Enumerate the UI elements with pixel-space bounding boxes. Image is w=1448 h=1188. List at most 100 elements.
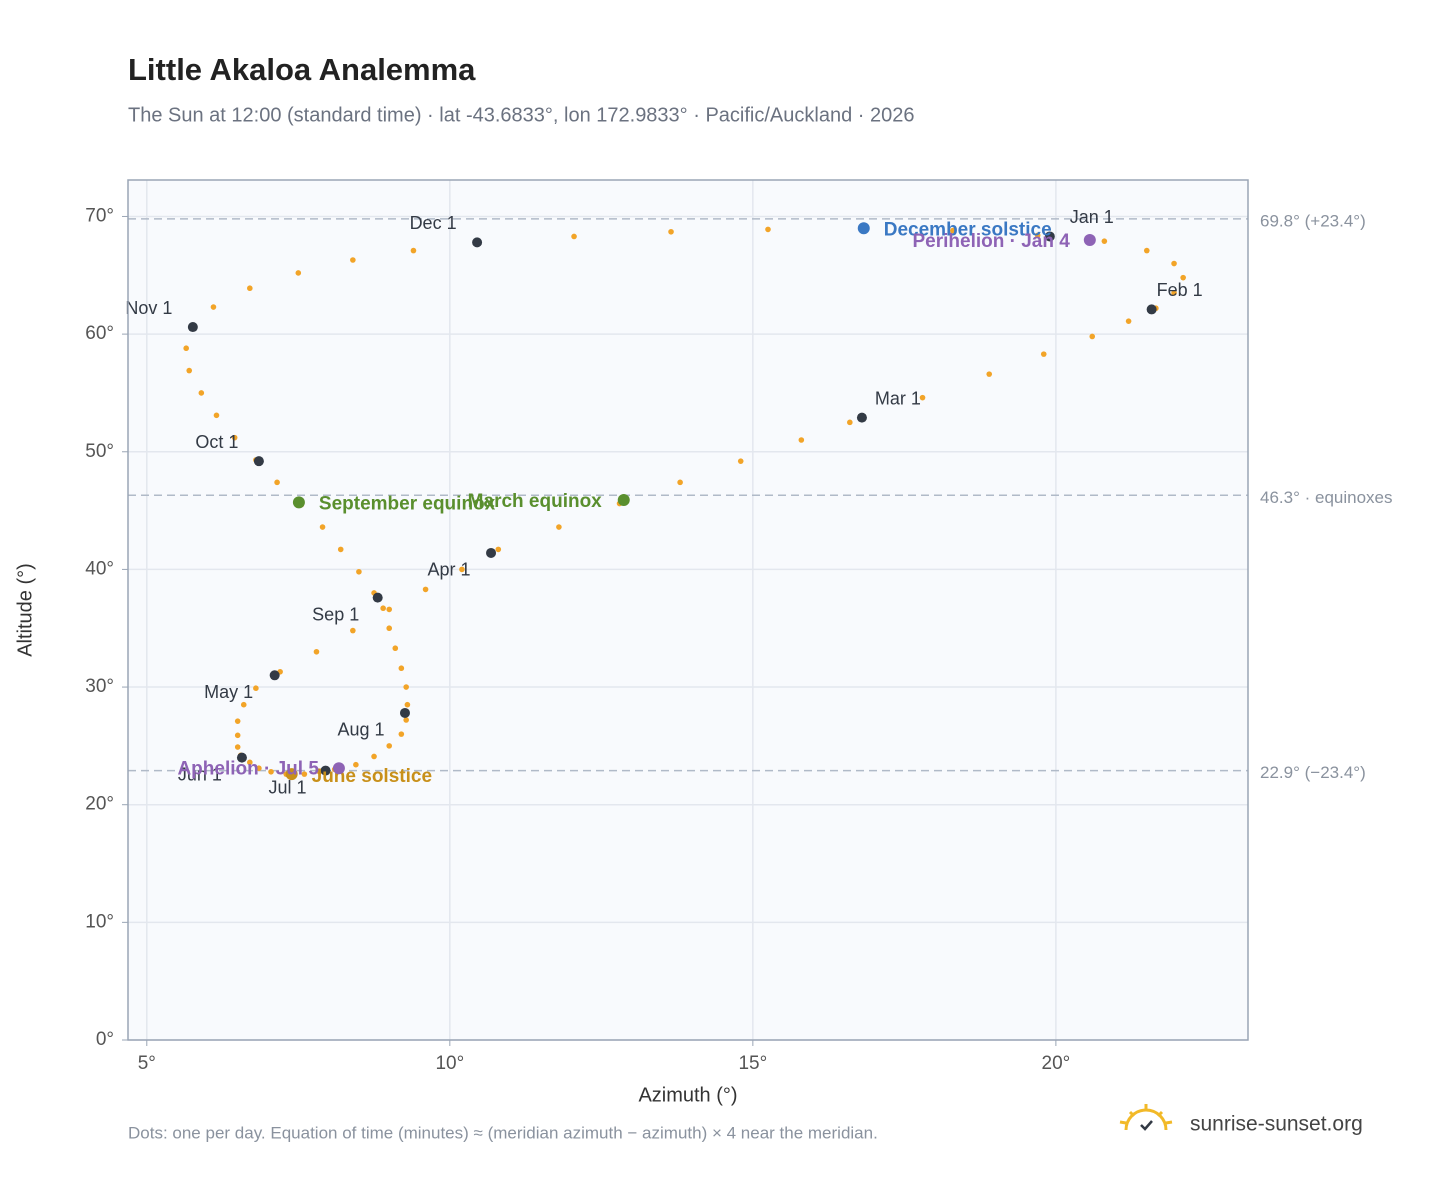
y-axis-label: Altitude (°) [14, 563, 36, 657]
day-dot [268, 768, 274, 775]
day-dot [668, 228, 674, 235]
day-dot [240, 701, 247, 708]
y-tick-label: 50° [85, 441, 114, 462]
day-dot [350, 257, 356, 263]
day-dot [410, 247, 417, 254]
day-dot [404, 701, 411, 708]
day-dot [1180, 274, 1186, 281]
event-label: March equinox [468, 491, 603, 512]
event-label: June solstice [312, 766, 432, 787]
day-dot [459, 566, 465, 573]
day-dot [403, 684, 409, 690]
month-marker [187, 322, 198, 333]
x-tick-label: 15° [738, 1053, 767, 1074]
y-tick-label: 20° [85, 794, 114, 815]
y-tick-label: 10° [85, 911, 114, 932]
day-dot [380, 605, 386, 612]
month-marker [253, 456, 264, 467]
day-dot [371, 753, 377, 760]
y-tick-label: 70° [85, 205, 114, 226]
day-dot [353, 761, 359, 768]
event-label: September equinox [319, 493, 496, 514]
month-marker [856, 412, 867, 423]
y-tick-label: 0° [96, 1029, 114, 1050]
day-dot [213, 412, 220, 419]
month-label: Sep 1 [312, 604, 359, 624]
day-dot [398, 665, 405, 672]
month-label: Apr 1 [428, 560, 471, 580]
y-tick-label: 60° [85, 323, 114, 344]
day-dot [1143, 247, 1150, 254]
footnote: Dots: one per day. Equation of time (min… [128, 1123, 878, 1142]
reference-label: 46.3° · equinoxes [1260, 488, 1393, 507]
month-marker [1146, 304, 1157, 315]
y-tick-label: 40° [85, 558, 114, 579]
event-marker [285, 768, 298, 781]
day-dot [677, 479, 683, 486]
day-dot [398, 731, 405, 737]
reference-label: 22.9° (−23.4°) [1260, 763, 1366, 782]
brand-logo [1119, 1104, 1173, 1131]
day-dot [274, 479, 280, 486]
month-marker [486, 547, 497, 558]
x-tick-label: 10° [435, 1053, 464, 1074]
day-dot [1040, 351, 1047, 357]
month-label: Dec 1 [410, 213, 457, 233]
day-dot [350, 627, 356, 634]
x-axis-label: Azimuth (°) [638, 1084, 737, 1106]
day-dot [295, 270, 302, 276]
day-dot [403, 717, 409, 723]
month-label: Feb 1 [1157, 280, 1203, 300]
event-marker [332, 762, 345, 775]
day-dot [847, 419, 853, 426]
month-marker [269, 670, 280, 681]
event-label: December solstice [884, 219, 1052, 240]
day-dot [422, 586, 429, 593]
month-label: Jul 1 [269, 777, 307, 797]
day-dot [253, 685, 259, 692]
event-marker [292, 496, 305, 509]
plot-border [127, 179, 1249, 1041]
month-label: Nov 1 [125, 298, 172, 318]
day-dot [798, 437, 805, 443]
plot-area [128, 180, 1248, 1040]
day-dot [256, 765, 262, 772]
day-dot [765, 226, 771, 233]
day-dot [1125, 318, 1132, 324]
reference-lines [128, 218, 1248, 772]
grid [128, 180, 1248, 1041]
month-label: Jun 1 [178, 764, 222, 784]
day-dot [210, 304, 217, 310]
day-dot [392, 645, 399, 652]
x-tick-label: 20° [1042, 1053, 1071, 1074]
day-dot [231, 434, 238, 441]
day-dot [247, 759, 253, 766]
month-marker [320, 765, 331, 776]
day-dot [234, 718, 241, 724]
day-dot [247, 285, 253, 292]
day-dot [319, 524, 326, 530]
event-label: Aphelion · Jul 5 [177, 758, 319, 779]
day-dot [356, 568, 362, 575]
month-label: Aug 1 [337, 720, 384, 740]
event-label: Perihelion · Jan 4 [912, 231, 1070, 252]
day-dot [386, 606, 393, 613]
brand: sunrise-sunset.org [1190, 1113, 1363, 1136]
day-dot [301, 771, 308, 777]
event-marker [857, 222, 870, 235]
month-marker [236, 752, 247, 763]
day-dot [737, 458, 744, 464]
day-dot [986, 371, 993, 377]
day-dot [183, 345, 189, 352]
month-label: Mar 1 [875, 388, 921, 408]
event-marker [617, 494, 630, 506]
event-marker [1083, 234, 1096, 246]
day-dot [386, 743, 393, 749]
day-dot [234, 744, 241, 750]
month-marker [372, 592, 383, 603]
day-dot [1171, 290, 1177, 296]
day-dot [234, 732, 241, 739]
day-dot [337, 546, 344, 553]
